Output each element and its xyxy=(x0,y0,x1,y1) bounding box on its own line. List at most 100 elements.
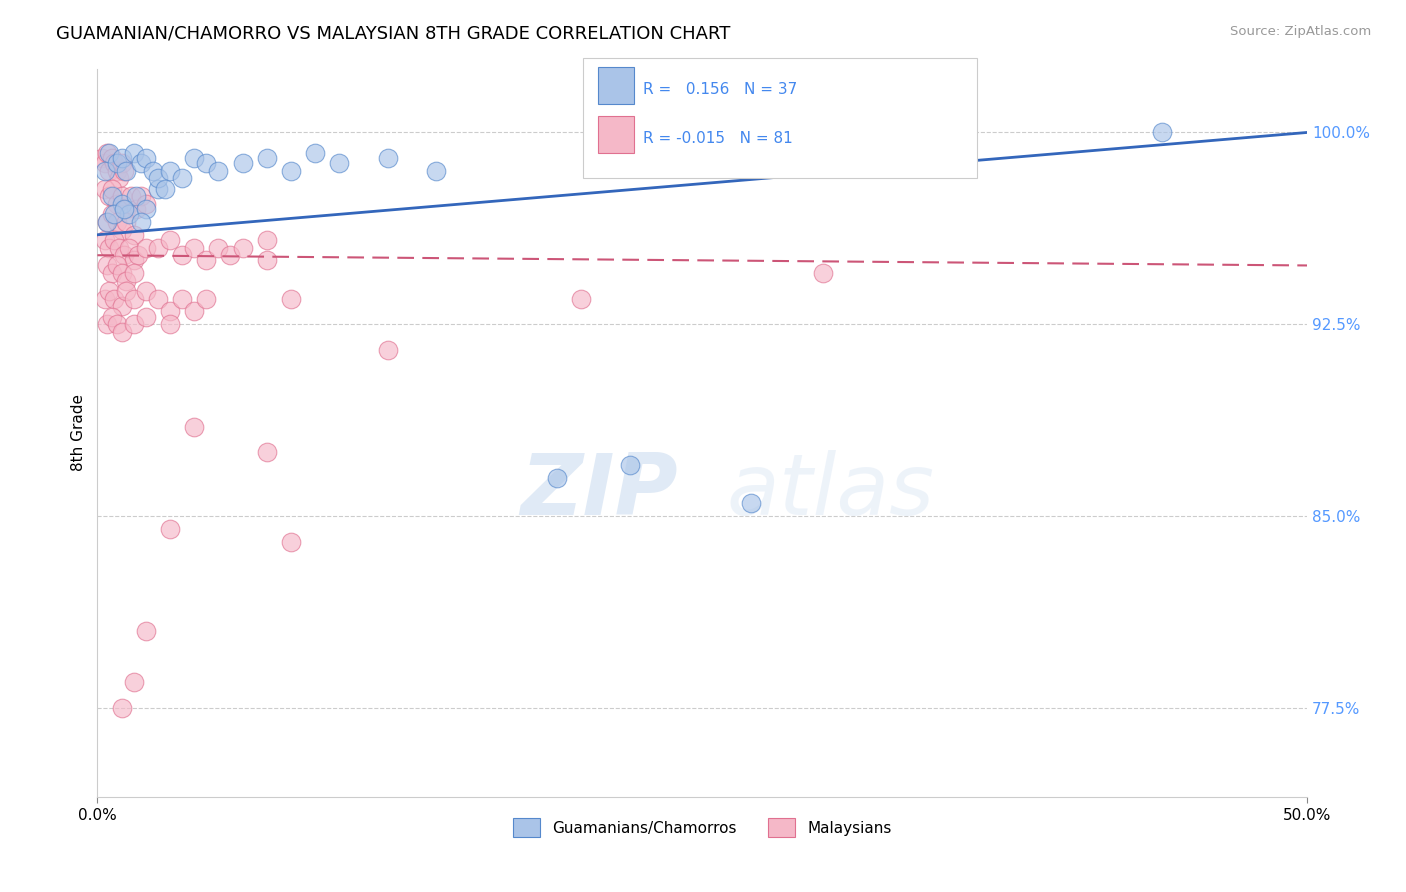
Point xyxy=(219,248,242,262)
Point xyxy=(159,318,181,332)
Point xyxy=(101,182,124,196)
Point xyxy=(569,292,592,306)
Point xyxy=(170,292,193,306)
Point xyxy=(110,701,132,715)
Text: GUAMANIAN/CHAMORRO VS MALAYSIAN 8TH GRADE CORRELATION CHART: GUAMANIAN/CHAMORRO VS MALAYSIAN 8TH GRAD… xyxy=(56,25,731,43)
Point xyxy=(183,419,205,434)
Point xyxy=(118,207,141,221)
Point xyxy=(159,522,181,536)
Point xyxy=(280,164,302,178)
Point xyxy=(105,318,128,332)
Point xyxy=(110,266,132,280)
Point xyxy=(118,241,141,255)
Point xyxy=(256,233,278,247)
Point xyxy=(122,675,145,690)
Point xyxy=(146,241,169,255)
Point xyxy=(159,164,181,178)
Y-axis label: 8th Grade: 8th Grade xyxy=(72,394,86,472)
Point xyxy=(110,197,132,211)
Point xyxy=(170,248,193,262)
Point xyxy=(103,292,125,306)
Point xyxy=(93,156,115,170)
Point xyxy=(110,151,132,165)
Point xyxy=(115,202,138,217)
Point xyxy=(129,189,152,203)
Point xyxy=(96,215,118,229)
Point xyxy=(93,164,115,178)
Point xyxy=(207,241,229,255)
Point xyxy=(146,171,169,186)
Point xyxy=(135,310,157,324)
Point xyxy=(108,171,131,186)
Point xyxy=(183,304,205,318)
Point xyxy=(103,156,125,170)
Point xyxy=(183,151,205,165)
Point xyxy=(101,189,124,203)
Point xyxy=(110,299,132,313)
Point xyxy=(328,156,350,170)
Point xyxy=(101,151,124,165)
Point xyxy=(103,233,125,247)
Point xyxy=(101,310,124,324)
Point xyxy=(105,215,128,229)
Point xyxy=(256,253,278,268)
Point xyxy=(122,227,145,242)
Point xyxy=(207,164,229,178)
Point xyxy=(122,292,145,306)
Point xyxy=(105,156,128,170)
Point xyxy=(183,241,205,255)
Point xyxy=(129,156,152,170)
Text: Source: ZipAtlas.com: Source: ZipAtlas.com xyxy=(1230,25,1371,38)
Point xyxy=(105,259,128,273)
Point xyxy=(96,318,118,332)
Point xyxy=(93,182,115,196)
Point xyxy=(103,207,125,221)
Point xyxy=(304,145,326,160)
Point xyxy=(231,156,253,170)
Point xyxy=(122,145,145,160)
Point xyxy=(135,151,157,165)
Point xyxy=(91,151,114,165)
Point xyxy=(93,233,115,247)
Point xyxy=(135,202,157,217)
Point xyxy=(105,197,128,211)
Point xyxy=(129,215,152,229)
Point xyxy=(195,253,218,268)
Point xyxy=(231,241,253,255)
Point xyxy=(98,284,121,298)
Point xyxy=(280,292,302,306)
Point xyxy=(195,292,218,306)
Point xyxy=(115,164,138,178)
Point xyxy=(110,156,132,170)
Point xyxy=(115,274,138,288)
Point xyxy=(811,266,834,280)
Point xyxy=(195,156,218,170)
Point xyxy=(377,343,399,357)
Point xyxy=(425,164,447,178)
Point xyxy=(135,241,157,255)
Point xyxy=(98,145,121,160)
Point xyxy=(108,241,131,255)
Point xyxy=(122,318,145,332)
Point xyxy=(120,189,142,203)
Point xyxy=(377,151,399,165)
Point xyxy=(135,624,157,639)
Text: atlas: atlas xyxy=(727,450,935,533)
Point xyxy=(98,241,121,255)
Point xyxy=(115,284,138,298)
Point xyxy=(101,266,124,280)
Text: R = -0.015   N = 81: R = -0.015 N = 81 xyxy=(643,131,793,145)
Point xyxy=(96,145,118,160)
Point xyxy=(115,215,138,229)
Point xyxy=(125,189,148,203)
Point xyxy=(98,164,121,178)
Point xyxy=(153,182,176,196)
Point xyxy=(280,534,302,549)
Point xyxy=(110,189,132,203)
Text: R =   0.156   N = 37: R = 0.156 N = 37 xyxy=(643,82,797,96)
Point xyxy=(105,164,128,178)
Point xyxy=(125,202,148,217)
Point xyxy=(96,259,118,273)
Point xyxy=(96,215,118,229)
Point xyxy=(110,325,132,339)
